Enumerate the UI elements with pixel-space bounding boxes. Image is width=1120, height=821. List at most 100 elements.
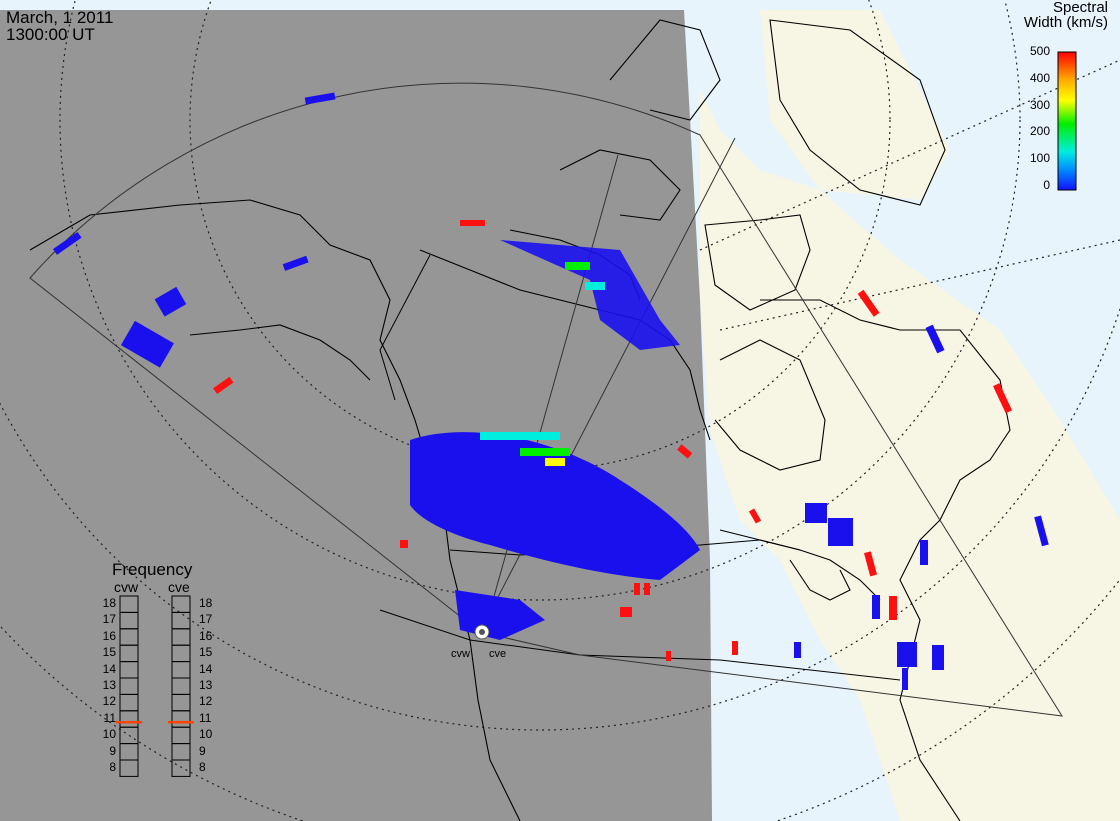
great-lakes-shore xyxy=(719,529,881,601)
scatter-echoes xyxy=(52,92,1049,690)
frequency-level-label: 9 xyxy=(109,743,116,758)
arctic-island-north xyxy=(559,149,681,221)
baffin-island xyxy=(704,214,811,311)
frequency-level-label: 11 xyxy=(103,710,116,725)
frequency-level-label: 13 xyxy=(199,678,213,692)
frequency-level-label: 12 xyxy=(102,694,116,709)
echo-patch xyxy=(1034,515,1049,547)
frequency-cell xyxy=(171,759,191,777)
frequency-level-label: 8 xyxy=(199,760,206,774)
echo-patch xyxy=(304,92,336,105)
colorbar-gradient xyxy=(1057,51,1077,191)
colorbar-title: Spectral Width (km/s) xyxy=(998,0,1108,30)
frequency-level-label: 14 xyxy=(102,661,116,676)
echo-red xyxy=(400,540,408,548)
latitude-circle xyxy=(59,0,1021,601)
echo-red xyxy=(666,651,671,661)
frequency-level-label: 9 xyxy=(199,743,206,758)
colorbar-title-line1: Spectral xyxy=(1052,0,1108,16)
echo-patch xyxy=(925,324,945,354)
frequency-level-label: 18 xyxy=(199,596,213,610)
frequency-level-label: 10 xyxy=(199,727,213,742)
time-label: 1300:00 UT xyxy=(6,25,95,44)
echo-patch xyxy=(154,286,187,317)
colorbar-tick-label: 500 xyxy=(1029,44,1050,58)
colorbar xyxy=(1057,51,1077,191)
echo-red xyxy=(460,220,485,226)
day-land-continent xyxy=(700,90,1120,821)
echo-main-band xyxy=(410,432,700,580)
echo-red xyxy=(620,607,632,617)
colorbar-title-line2: Width (km/s) xyxy=(1023,14,1108,31)
date-label: March, 1 2011 xyxy=(6,8,114,27)
frequency-level-label: 12 xyxy=(199,694,213,709)
latitude-circle xyxy=(189,0,891,471)
echo-arctic xyxy=(500,240,680,350)
frequency-level-label: 13 xyxy=(102,678,116,692)
frequency-level-label: 16 xyxy=(199,628,213,643)
frequency-title: Frequency xyxy=(112,560,193,579)
fov-beam-cve-edge xyxy=(483,154,619,633)
colorbar-tick-label: 300 xyxy=(1029,97,1050,112)
frequency-cell xyxy=(119,759,139,777)
echo-patch xyxy=(52,231,82,255)
frequency-level-label: 8 xyxy=(109,760,116,774)
frequency-left-radar: cvw xyxy=(114,579,139,595)
echo-arctic-cyan xyxy=(585,282,605,290)
echo-red xyxy=(863,551,877,577)
radar-label-east: cve xyxy=(489,648,507,660)
longitude-line xyxy=(699,59,1120,251)
day-land-greenland xyxy=(760,10,950,200)
echo-red xyxy=(748,508,762,524)
echo-red xyxy=(677,444,693,459)
echo-red xyxy=(732,641,738,655)
echo-arctic-green xyxy=(565,262,590,270)
echo-patch xyxy=(872,595,880,619)
echo-red xyxy=(213,376,234,395)
echo-patch xyxy=(828,518,853,546)
frequency-level-label: 15 xyxy=(102,645,116,660)
frequency-level-label: 11 xyxy=(199,710,212,725)
alaska-border xyxy=(379,254,431,401)
frequency-level-label: 10 xyxy=(102,727,116,742)
echo-red xyxy=(644,583,650,595)
echo-red xyxy=(634,583,640,595)
echo-patch xyxy=(920,540,928,565)
echo-patch xyxy=(805,503,827,523)
echo-red xyxy=(889,596,897,620)
echo-cyan xyxy=(480,432,560,440)
day-land-baffin xyxy=(715,215,810,310)
frequency-level-label: 17 xyxy=(199,612,213,627)
colorbar-tick-label: 200 xyxy=(1029,124,1050,139)
ellesmere-island xyxy=(609,19,721,121)
fov-outline xyxy=(29,82,1063,717)
frequency-level-label: 16 xyxy=(102,628,116,643)
colorbar-tick-label: 400 xyxy=(1029,70,1050,85)
frequency-boxes xyxy=(116,595,194,777)
lake-michigan xyxy=(789,559,851,601)
frequency-level-label: 14 xyxy=(199,661,213,676)
hudson-bay xyxy=(714,339,826,471)
radar-site-dot xyxy=(479,629,485,635)
echo-green xyxy=(520,448,570,456)
colorbar-tick-label: 0 xyxy=(1043,178,1050,192)
greenland xyxy=(769,19,946,206)
echo-red xyxy=(993,383,1013,414)
echo-yellow xyxy=(545,458,565,466)
frequency-level-label: 18 xyxy=(102,596,116,610)
alaska-peninsula xyxy=(189,324,371,381)
echo-patch xyxy=(932,645,944,670)
colorbar-tick-label: 100 xyxy=(1029,151,1050,166)
frequency-level-label: 15 xyxy=(199,645,213,660)
echo-patch xyxy=(897,642,917,667)
echo-red xyxy=(857,289,880,317)
frequency-level-label: 17 xyxy=(102,612,116,627)
echo-patch xyxy=(794,642,801,658)
frequency-right-radar: cve xyxy=(168,579,190,595)
echo-patch xyxy=(902,668,908,690)
radar-label-west: cvw xyxy=(451,648,470,660)
echo-patch xyxy=(282,255,309,271)
echo-patch xyxy=(120,320,174,368)
